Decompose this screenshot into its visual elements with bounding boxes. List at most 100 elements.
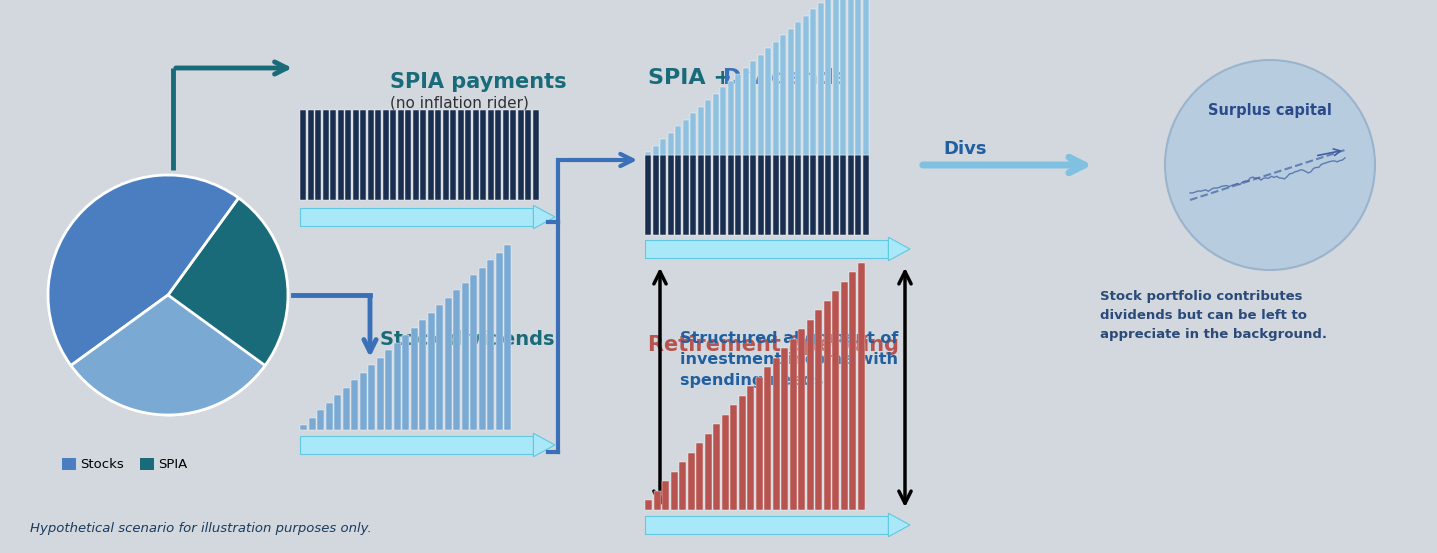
Bar [848,155,854,235]
Bar [818,155,823,235]
Bar [376,357,384,430]
Bar [473,110,479,200]
Bar [525,110,532,200]
Bar [315,110,320,200]
Bar [361,110,366,200]
Text: Stocks: Stocks [80,457,124,471]
Bar [435,110,441,200]
Polygon shape [533,205,555,229]
Bar [435,305,443,430]
Bar [480,110,486,200]
Bar [411,327,418,430]
Bar [697,155,704,235]
Bar [420,320,425,430]
Bar [457,110,464,200]
Bar [739,395,746,510]
Bar [427,312,434,430]
Bar [773,155,779,235]
Bar [300,208,533,226]
Bar [757,55,763,155]
Bar [300,436,533,454]
Bar [832,0,839,155]
Bar [789,338,796,510]
Bar [654,491,661,510]
Bar [683,155,688,235]
Bar [645,500,652,510]
Bar [652,145,658,155]
Bar [696,443,703,510]
Bar [832,155,839,235]
Bar [420,110,425,200]
Bar [450,110,456,200]
Bar [706,100,711,155]
Bar [713,93,718,155]
Bar [750,155,756,235]
Bar [713,424,720,510]
Bar [652,155,658,235]
Bar [721,415,729,510]
Text: SPIA +: SPIA + [648,68,740,88]
Bar [389,110,397,200]
Bar [533,110,539,200]
Bar [795,155,800,235]
Bar [832,291,839,510]
Bar [730,405,737,510]
Bar [494,110,502,200]
Bar [443,110,448,200]
Bar [720,87,726,155]
Bar [503,110,509,200]
Bar [825,0,831,155]
Bar [810,155,816,235]
Bar [368,110,374,200]
Bar [487,110,493,200]
Bar [385,350,392,430]
Bar [645,155,651,235]
Polygon shape [888,237,910,260]
Text: Stock dividends: Stock dividends [379,330,555,349]
Bar [687,452,694,510]
Bar [517,110,523,200]
Bar [818,3,823,155]
Polygon shape [888,513,910,537]
Bar [331,110,336,200]
Bar [680,462,685,510]
Text: SPIA: SPIA [158,457,187,471]
Text: Dividends: Dividends [723,68,848,88]
Bar [704,434,711,510]
Text: Divs: Divs [943,140,987,158]
Bar [855,155,861,235]
Bar [764,367,772,510]
Bar [795,22,800,155]
Bar [675,155,681,235]
Bar [743,155,749,235]
Bar [461,283,468,430]
Bar [62,458,76,470]
Bar [139,458,154,470]
Bar [444,298,451,430]
Bar [510,110,516,200]
Bar [309,418,316,430]
Bar [780,155,786,235]
Bar [841,281,848,510]
Bar [375,110,381,200]
Bar [849,272,856,510]
Bar [862,155,868,235]
Bar [345,110,351,200]
Text: Stock portfolio contributes
dividends but can be left to
appreciate in the backg: Stock portfolio contributes dividends bu… [1099,290,1326,341]
Bar [496,253,503,430]
Bar [402,335,410,430]
Text: Hypothetical scenario for illustration purposes only.: Hypothetical scenario for illustration p… [30,522,372,535]
Bar [398,110,404,200]
Bar [394,342,401,430]
Bar [487,260,494,430]
Bar [368,365,375,430]
Bar [300,425,308,430]
Bar [453,290,460,430]
Text: (no inflation rider): (no inflation rider) [389,95,529,110]
Bar [470,275,477,430]
Text: Structured alignment of
investment income with
spending needs: Structured alignment of investment incom… [680,331,898,389]
Bar [855,0,861,155]
Bar [862,0,868,155]
Bar [802,155,809,235]
Bar [675,126,681,155]
